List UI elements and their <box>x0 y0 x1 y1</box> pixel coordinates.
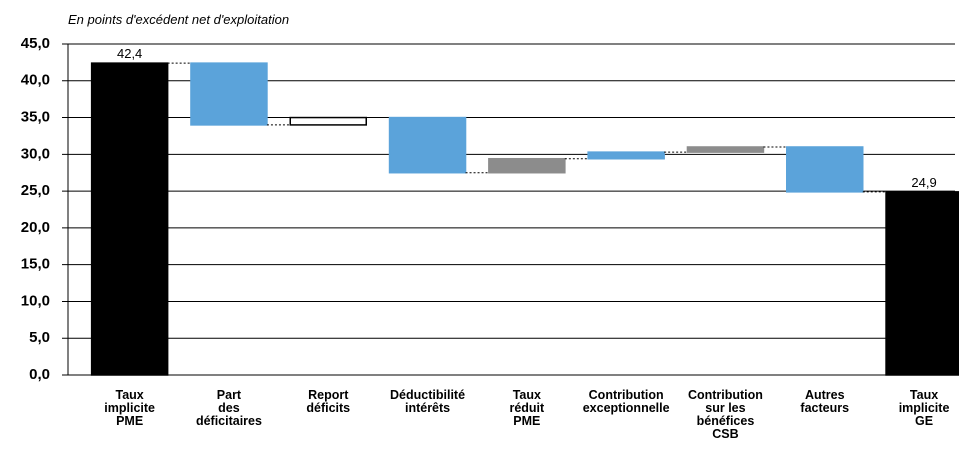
x-tick-label-line: réduit <box>509 401 545 415</box>
x-tick-label-line: exceptionnelle <box>583 401 670 415</box>
bar <box>885 191 959 376</box>
x-tick-label: Contribution sur les bénéfices CSB <box>688 388 763 441</box>
x-tick-label-line: implicite <box>899 401 950 415</box>
bar <box>190 62 268 126</box>
bar <box>587 151 665 160</box>
bar <box>90 62 169 376</box>
x-tick-label: Contribution exceptionnelle <box>583 388 670 415</box>
bar <box>488 157 566 174</box>
y-tick-label: 10,0 <box>21 292 50 309</box>
x-tick-label-line: facteurs <box>800 401 849 415</box>
x-tick-label-line: des <box>218 401 240 415</box>
x-tick-label-line: intérêts <box>405 401 450 415</box>
x-tick-label-line: Taux <box>513 388 541 402</box>
value-label: 24,9 <box>911 175 936 190</box>
x-tick-label: Taux réduit PME <box>509 388 545 428</box>
y-tick-label: 40,0 <box>21 72 50 89</box>
x-tick-label: Part des déficitaires <box>196 388 262 428</box>
bar <box>289 116 367 126</box>
x-tick-label-line: Déductibilité <box>390 388 465 402</box>
x-tick-label: Taux implicite GE <box>899 388 950 428</box>
y-tick-label: 30,0 <box>21 145 50 162</box>
y-tick-label: 45,0 <box>21 35 50 52</box>
bar <box>786 146 864 193</box>
x-tick-label-line: bénéfices <box>697 414 755 428</box>
x-tick-label-line: Contribution <box>589 388 664 402</box>
y-tick-label: 20,0 <box>21 219 50 236</box>
x-tick-label-line: déficits <box>306 401 350 415</box>
x-tick-label-line: CSB <box>712 427 738 441</box>
x-tick-label-line: sur les <box>705 401 745 415</box>
x-tick-label-line: PME <box>513 414 540 428</box>
x-tick-label: Déductibilité intérêts <box>390 388 465 415</box>
x-tick-label: Autres facteurs <box>800 388 849 415</box>
y-tick-label: 35,0 <box>21 109 50 126</box>
value-label: 42,4 <box>117 46 142 61</box>
x-tick-label-line: Report <box>308 388 349 402</box>
bar <box>388 116 467 174</box>
x-tick-label-line: Autres <box>805 388 845 402</box>
x-tick-label-line: implicite <box>104 401 155 415</box>
y-tick-label: 25,0 <box>21 182 50 199</box>
x-tick-label-line: PME <box>116 414 143 428</box>
y-tick-label: 15,0 <box>21 256 50 273</box>
x-tick-label-line: Contribution <box>688 388 763 402</box>
y-tick-label: 0,0 <box>29 366 50 383</box>
x-tick-label-line: GE <box>915 414 933 428</box>
x-tick-label-line: Taux <box>910 388 938 402</box>
x-tick-label-line: Taux <box>116 388 144 402</box>
x-tick-label-line: déficitaires <box>196 414 262 428</box>
x-tick-label-line: Part <box>217 388 242 402</box>
bar <box>686 146 765 153</box>
x-tick-label: Report déficits <box>306 388 350 415</box>
y-tick-label: 5,0 <box>29 329 50 346</box>
chart-title: En points d'excédent net d'exploitation <box>68 12 289 27</box>
x-tick-label: Taux implicite PME <box>104 388 155 428</box>
